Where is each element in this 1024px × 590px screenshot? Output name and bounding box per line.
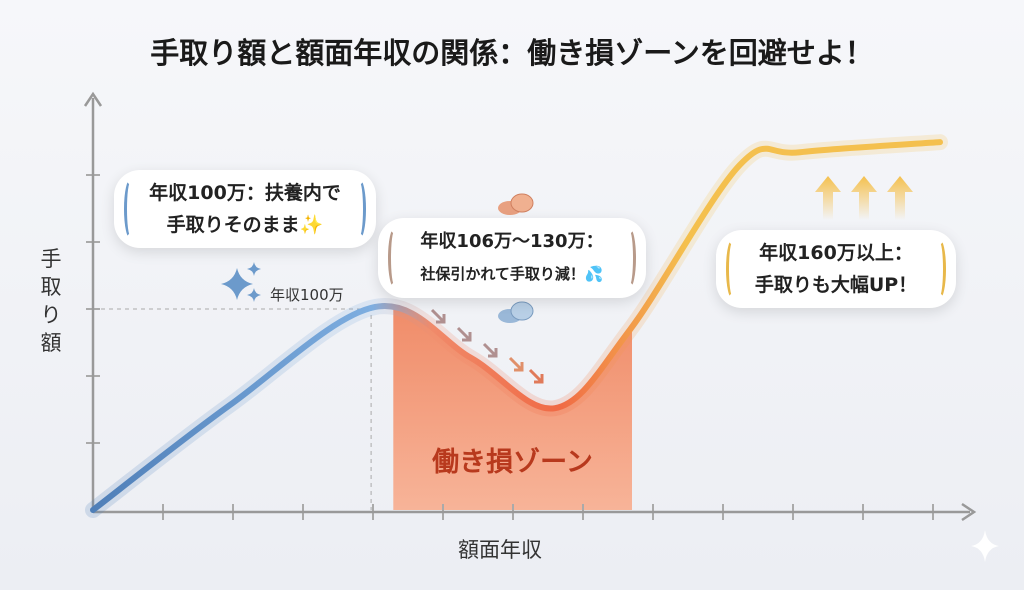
x-axis-arrow xyxy=(961,502,977,522)
x-axis-label: 額面年収 xyxy=(458,538,542,562)
annotation-bubble-100: 年収100万：扶養内で 手取りそのまま✨ xyxy=(114,170,376,248)
annotation-line: 年収100万：扶養内で xyxy=(149,182,341,204)
series-line xyxy=(90,139,943,513)
sparkle-watermark-icon xyxy=(971,530,999,562)
coins-icon xyxy=(498,193,534,215)
loss-zone-label: 働き損ゾーン xyxy=(432,447,593,478)
y-axis-label: 手取り額 xyxy=(40,247,62,355)
up-arrows-icon xyxy=(815,176,913,220)
annotation-line: 年収106万〜130万： xyxy=(420,231,604,252)
page-title: 手取り額と額面年収の関係：働き損ゾーンを回避せよ！ xyxy=(150,36,874,70)
annotation-bubble-160: 年収160万以上： 手取りも大幅UP！ xyxy=(716,230,956,308)
decrease-arrows-icon xyxy=(430,308,544,384)
loss-zone xyxy=(393,306,632,510)
peak-label: 年収100万 xyxy=(270,286,344,304)
annotation-line: 社保引かれて手取り減！💦 xyxy=(420,265,604,283)
annotation-bubble-106-130: 年収106万〜130万： 社保引かれて手取り減！💦 xyxy=(378,218,646,298)
annotation-line: 年収160万以上： xyxy=(759,242,913,264)
annotation-line: 手取りも大幅UP！ xyxy=(754,274,918,296)
sparkle-icon xyxy=(221,262,261,302)
y-axis-arrow xyxy=(83,91,103,107)
coins-icon xyxy=(498,301,534,323)
annotation-line: 手取りそのまま✨ xyxy=(166,214,324,236)
